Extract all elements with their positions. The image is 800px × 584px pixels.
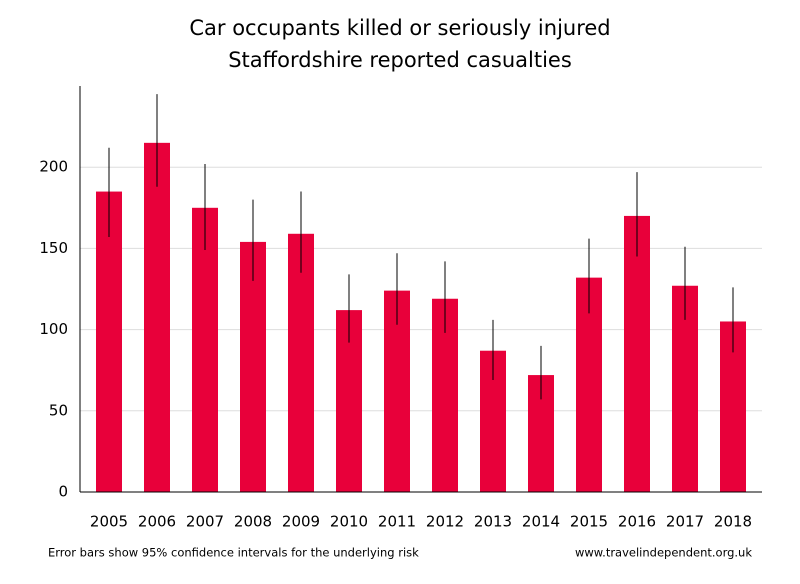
bar (144, 142, 170, 492)
x-tick-label: 2012 (426, 513, 464, 531)
chart-title: Car occupants killed or seriously injure… (189, 16, 610, 40)
source: www.travelindependent.org.uk (575, 546, 752, 560)
y-tick-label: 0 (58, 483, 68, 501)
x-tick-label: 2009 (282, 513, 320, 531)
x-tick-label: 2016 (618, 513, 656, 531)
y-tick-label: 150 (39, 239, 68, 257)
y-tick-label: 50 (49, 401, 68, 419)
x-tick-label: 2015 (570, 513, 608, 531)
y-tick-label: 200 (39, 158, 68, 176)
x-tick-label: 2005 (90, 513, 128, 531)
x-tick-label: 2007 (186, 513, 224, 531)
x-tick-label: 2011 (378, 513, 416, 531)
chart-subtitle: Staffordshire reported casualties (228, 48, 572, 72)
bar (96, 191, 122, 492)
x-tick-label: 2006 (138, 513, 176, 531)
footnote: Error bars show 95% confidence intervals… (48, 546, 419, 560)
x-tick-label: 2008 (234, 513, 272, 531)
bar (672, 285, 698, 492)
y-tick-label: 100 (39, 320, 68, 338)
x-tick-label: 2017 (666, 513, 704, 531)
bar (624, 215, 650, 493)
bar (288, 233, 314, 492)
x-tick-label: 2014 (522, 513, 560, 531)
bar (192, 207, 218, 493)
x-tick-label: 2013 (474, 513, 512, 531)
bar (240, 241, 266, 492)
x-tick-label: 2018 (714, 513, 752, 531)
x-tick-label: 2010 (330, 513, 368, 531)
